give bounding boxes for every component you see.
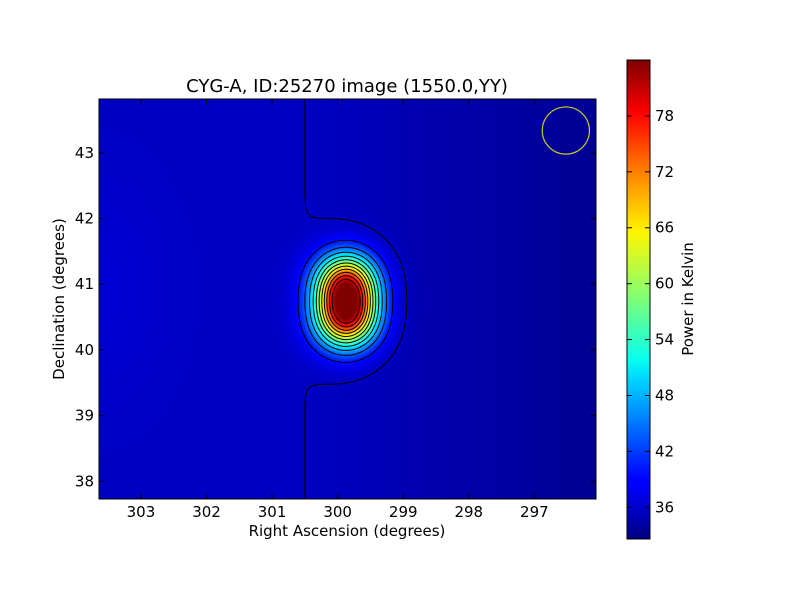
contour-line [331, 278, 361, 324]
contour-line [304, 100, 408, 498]
contour-line [315, 259, 377, 344]
contour-line [309, 251, 383, 351]
x-tick-label: 303 [127, 503, 156, 521]
y-tick-label: 43 [75, 144, 94, 162]
colorbar-tick-label: 60 [655, 275, 674, 293]
contour-line [318, 262, 374, 341]
colorbar-tick-label: 54 [655, 331, 674, 349]
contour-line [321, 265, 371, 337]
colorbar-tick-label: 72 [655, 163, 674, 181]
y-tick-label: 42 [75, 210, 94, 228]
x-tick-label: 300 [323, 503, 352, 521]
colorbar-tick-label: 42 [655, 442, 674, 460]
y-axis-label: Declination (degrees) [50, 218, 68, 380]
x-tick-label: 299 [389, 503, 418, 521]
contour-line [328, 275, 364, 328]
beam-ellipse [541, 106, 591, 155]
colorbar-gradient [627, 60, 650, 539]
contour-line [323, 268, 369, 334]
contour-line [312, 255, 380, 347]
colorbar-label: Power in Kelvin [679, 242, 697, 356]
plot-area: 303 302 301 300 299 298 297 38 39 40 41 42 43 [75, 98, 597, 521]
y-tick-label: 39 [75, 407, 94, 425]
colorbar-tick-label: 36 [655, 498, 674, 516]
contour-line [326, 271, 366, 331]
colorbar-frame [626, 59, 651, 540]
colorbar-ticks: 36 42 48 54 60 66 72 78 [627, 107, 674, 516]
y-tick-label: 41 [75, 275, 94, 293]
colorbar-tick-label: 78 [655, 107, 674, 125]
y-tick-label: 38 [75, 472, 94, 490]
heatmap-image [99, 99, 596, 499]
chart-title: CYG-A, ID:25270 image (1550.0,YY) [186, 76, 508, 97]
contour-line [297, 239, 394, 363]
y-tick-label: 40 [75, 341, 94, 359]
contour-lines [297, 100, 408, 498]
y-axis-ticks: 38 39 40 41 42 43 [75, 144, 596, 490]
x-tick-label: 298 [454, 503, 483, 521]
plot-frame [98, 98, 597, 500]
x-tick-label: 297 [520, 503, 549, 521]
x-tick-label: 302 [192, 503, 221, 521]
contour-line [304, 246, 388, 356]
colorbar-tick-label: 66 [655, 219, 674, 237]
x-axis-ticks: 303 302 301 300 299 298 297 [127, 99, 549, 521]
colorbar: 36 42 48 54 60 66 72 78 Power in Kelvin [626, 59, 697, 540]
colorbar-tick-label: 48 [655, 386, 674, 404]
x-tick-label: 301 [258, 503, 287, 521]
x-axis-label: Right Ascension (degrees) [249, 522, 446, 540]
